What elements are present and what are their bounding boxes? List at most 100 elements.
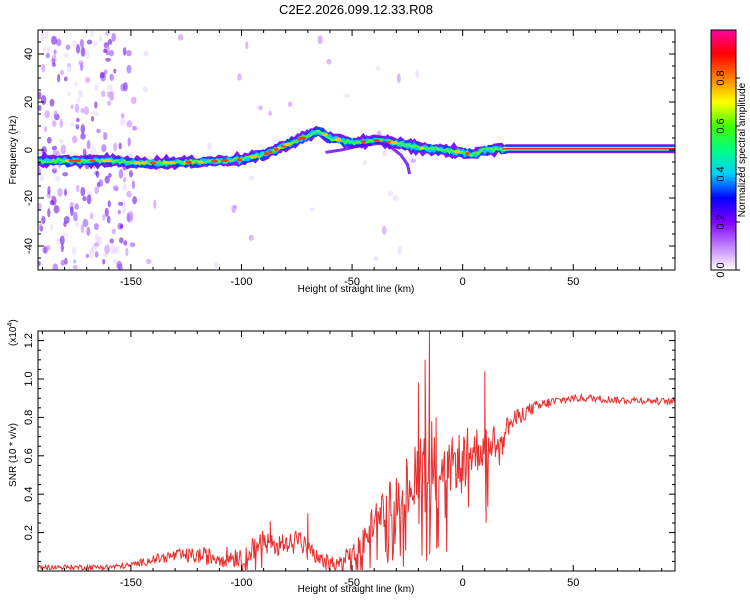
spectrogram-noise-dot	[102, 214, 106, 221]
spectrogram-hot-spot	[169, 161, 176, 165]
spectrogram-noise-dot	[130, 96, 137, 104]
spectrogram-noise-dot	[53, 110, 58, 118]
y-tick-label: 0.4	[23, 487, 35, 502]
snr-series-line	[38, 331, 675, 571]
spectrogram-noise-dot	[317, 35, 323, 45]
spectrogram-noise-dot	[118, 201, 124, 207]
x-tick-label: 50	[567, 276, 579, 288]
spectrogram-hot-spot	[453, 150, 461, 154]
spectrogram-noise-dot	[66, 63, 72, 73]
spectrogram-noise-dot	[110, 244, 117, 255]
spectrogram-noise-dot	[126, 64, 132, 74]
spectrogram-noise-dot	[145, 258, 152, 264]
spectrogram-noise-dot	[92, 246, 98, 251]
spectrogram-noise-dot	[90, 115, 95, 122]
spectrogram-noise-dot	[78, 89, 83, 98]
spectrogram-noise-dot	[86, 39, 93, 45]
spectrogram-noise-dot	[82, 218, 89, 228]
spectrogram-noise-dot	[415, 69, 420, 79]
spectrogram-noise-dot	[89, 248, 94, 259]
colorbar-tick-label: 0.2	[715, 214, 727, 229]
spectrogram-noise-dot	[39, 174, 44, 182]
spectrogram-noise-dot	[43, 126, 47, 132]
spectrogram-hot-spot	[211, 159, 219, 163]
spectrogram-noise-dot	[72, 264, 78, 270]
spectrogram-hot-spot	[68, 159, 74, 163]
snr-frame	[37, 330, 676, 572]
spectrogram-noise-dot	[95, 170, 100, 178]
spectrogram-y-ticks: -40 -20 0 20 40	[23, 29, 675, 271]
spectrogram-noise-dot	[47, 185, 51, 195]
spectrogram-noise-dot	[41, 63, 46, 73]
colorbar: 0.0 0.2 0.4 0.6 0.8 Normalized spectral ampl…	[710, 29, 748, 278]
spectrogram-noise-dot	[118, 168, 124, 179]
spectrogram-noise-dot	[59, 118, 63, 129]
spectrogram-noise-dot	[100, 90, 106, 97]
spectrogram-noise-dot	[248, 234, 254, 241]
spectrogram-noise-dot	[106, 215, 111, 224]
spectrogram-hot-spot	[390, 141, 398, 145]
spectrogram-noise-dot	[49, 200, 55, 206]
y-tick-label: 0.6	[23, 448, 35, 463]
spectrogram-x-axis-label: Height of straight line (km)	[298, 284, 415, 295]
spectrogram-noise-dot	[107, 38, 113, 45]
spectrogram-hot-spot	[140, 161, 147, 165]
spectrogram-noise-dot	[74, 81, 78, 87]
spectrogram-noise-dot	[113, 68, 117, 74]
spectrogram-noise-dot	[38, 105, 42, 111]
spectrogram-hot-spot	[101, 159, 109, 163]
y-tick-label: -40	[23, 238, 35, 254]
spectrogram-hot-spot	[373, 139, 381, 143]
spectrogram-noise-dot	[74, 203, 79, 210]
x-tick-label: 0	[460, 276, 466, 288]
spectrogram-noise-dot	[101, 144, 107, 153]
x-tick-label: 0	[460, 577, 466, 589]
spectrogram-noise-dot	[86, 194, 92, 205]
spectrogram-noise-dot	[127, 210, 134, 221]
spectrogram-noise-dot	[103, 252, 109, 258]
spectrogram-noise-dot	[80, 224, 85, 234]
spectrogram-noise-dot	[287, 101, 293, 108]
spectrogram-noise-dot	[83, 30, 87, 34]
spectrogram-noise-dot	[120, 112, 125, 119]
spectrogram-noise-dot	[57, 73, 61, 83]
spectrogram-noise-dot	[59, 69, 65, 76]
spectrogram-hot-spot	[162, 161, 171, 165]
spectrogram-noise-dot	[94, 83, 99, 91]
spectrogram-noise-dot	[41, 215, 46, 225]
spectrogram-noise-dot	[85, 164, 89, 170]
spectrogram-noise-dot	[70, 104, 74, 110]
x-tick-label: -100	[230, 276, 252, 288]
spectrogram-noise-dot	[104, 69, 108, 75]
spectrogram-panel: -150 -100 -50 0 50 -40 -20 0 20 40 Height of str…	[8, 29, 676, 295]
spectrogram-noise-dot	[153, 199, 157, 209]
x-tick-label: -150	[120, 577, 142, 589]
spectrogram-noise-dot	[154, 169, 161, 174]
spectrogram-noise-dot	[99, 71, 105, 79]
spectrogram-noise-dot	[120, 266, 124, 270]
spectrogram-hot-spot	[73, 159, 80, 163]
spectrogram-noise-dot	[109, 238, 114, 244]
spectrogram-noise-dot	[268, 110, 272, 117]
y-tick-label: 40	[23, 48, 35, 60]
snr-panel: -150 -100 -50 0 50 0.2 0.4 0.6 0.8 1.0 1.2 Height…	[7, 319, 676, 595]
spectrogram-noise-dot	[309, 207, 315, 212]
spectrogram-noise-dot	[90, 146, 97, 156]
spectrogram-hot-spot	[465, 151, 470, 155]
spectrogram-noise-dot	[94, 186, 99, 195]
spectrogram-noise-dot	[103, 132, 108, 141]
spectrogram-noise-dot	[109, 73, 114, 82]
spectrogram-noise-dot	[108, 172, 112, 178]
spectrogram-noise-dot	[38, 149, 42, 155]
spectrogram-noise-dot	[120, 116, 126, 127]
spectrogram-hot-spot	[197, 160, 204, 164]
spectrogram-noise-dot	[67, 91, 72, 96]
spectrogram-noise-dot	[119, 224, 124, 229]
colorbar-ticks: 0.0 0.2 0.4 0.6 0.8	[715, 70, 740, 278]
spectrogram-noise-dot	[63, 188, 68, 197]
colorbar-gradient	[710, 29, 737, 271]
y-tick-label: 1.2	[23, 333, 35, 348]
spectrogram-noise-dot	[132, 126, 138, 131]
spectrogram-noise-dot	[90, 30, 94, 38]
